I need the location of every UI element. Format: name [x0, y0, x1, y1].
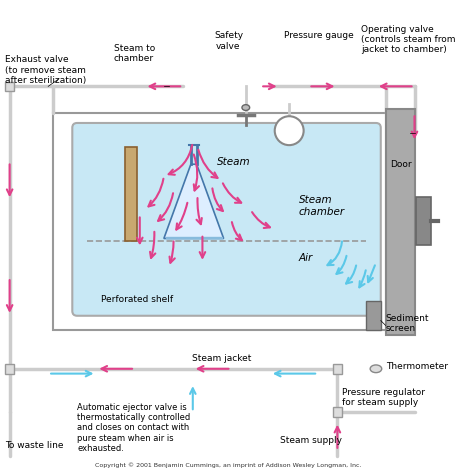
Text: Pressure regulator
for steam supply: Pressure regulator for steam supply: [342, 388, 425, 407]
Text: Steam: Steam: [217, 157, 251, 167]
Circle shape: [275, 116, 304, 145]
Bar: [333, 407, 342, 417]
Text: Door: Door: [391, 159, 412, 169]
Text: To waste line: To waste line: [5, 441, 64, 450]
Text: Perforated shelf: Perforated shelf: [101, 295, 173, 304]
Bar: [366, 301, 381, 330]
Text: Steam supply: Steam supply: [280, 436, 342, 445]
Polygon shape: [164, 164, 224, 238]
Bar: [5, 364, 15, 374]
Text: Steam to
chamber: Steam to chamber: [114, 44, 155, 63]
Text: Operating valve
(controls steam from
jacket to chamber): Operating valve (controls steam from jac…: [362, 25, 456, 54]
Bar: [125, 147, 137, 241]
FancyBboxPatch shape: [73, 123, 381, 316]
Bar: [5, 81, 15, 91]
Text: Thermometer: Thermometer: [385, 362, 447, 371]
Text: Pressure gauge: Pressure gauge: [284, 31, 354, 40]
Ellipse shape: [370, 365, 382, 373]
Text: Automatic ejector valve is
thermostatically controlled
and closes on contact wit: Automatic ejector valve is thermostatica…: [77, 403, 191, 453]
Polygon shape: [385, 109, 414, 335]
Text: Air: Air: [299, 253, 313, 263]
Ellipse shape: [242, 105, 250, 110]
Text: Steam jacket: Steam jacket: [192, 354, 251, 363]
Polygon shape: [417, 197, 431, 246]
Text: Copyright © 2001 Benjamin Cummings, an imprint of Addison Wesley Longman, Inc.: Copyright © 2001 Benjamin Cummings, an i…: [95, 462, 362, 468]
Text: Exhaust valve
(to remove steam
after sterilization): Exhaust valve (to remove steam after ste…: [5, 56, 86, 85]
Bar: [333, 364, 342, 374]
Text: Safety
valve: Safety valve: [214, 31, 243, 51]
Text: Steam
chamber: Steam chamber: [299, 195, 345, 217]
Text: Sediment
screen: Sediment screen: [385, 314, 429, 333]
